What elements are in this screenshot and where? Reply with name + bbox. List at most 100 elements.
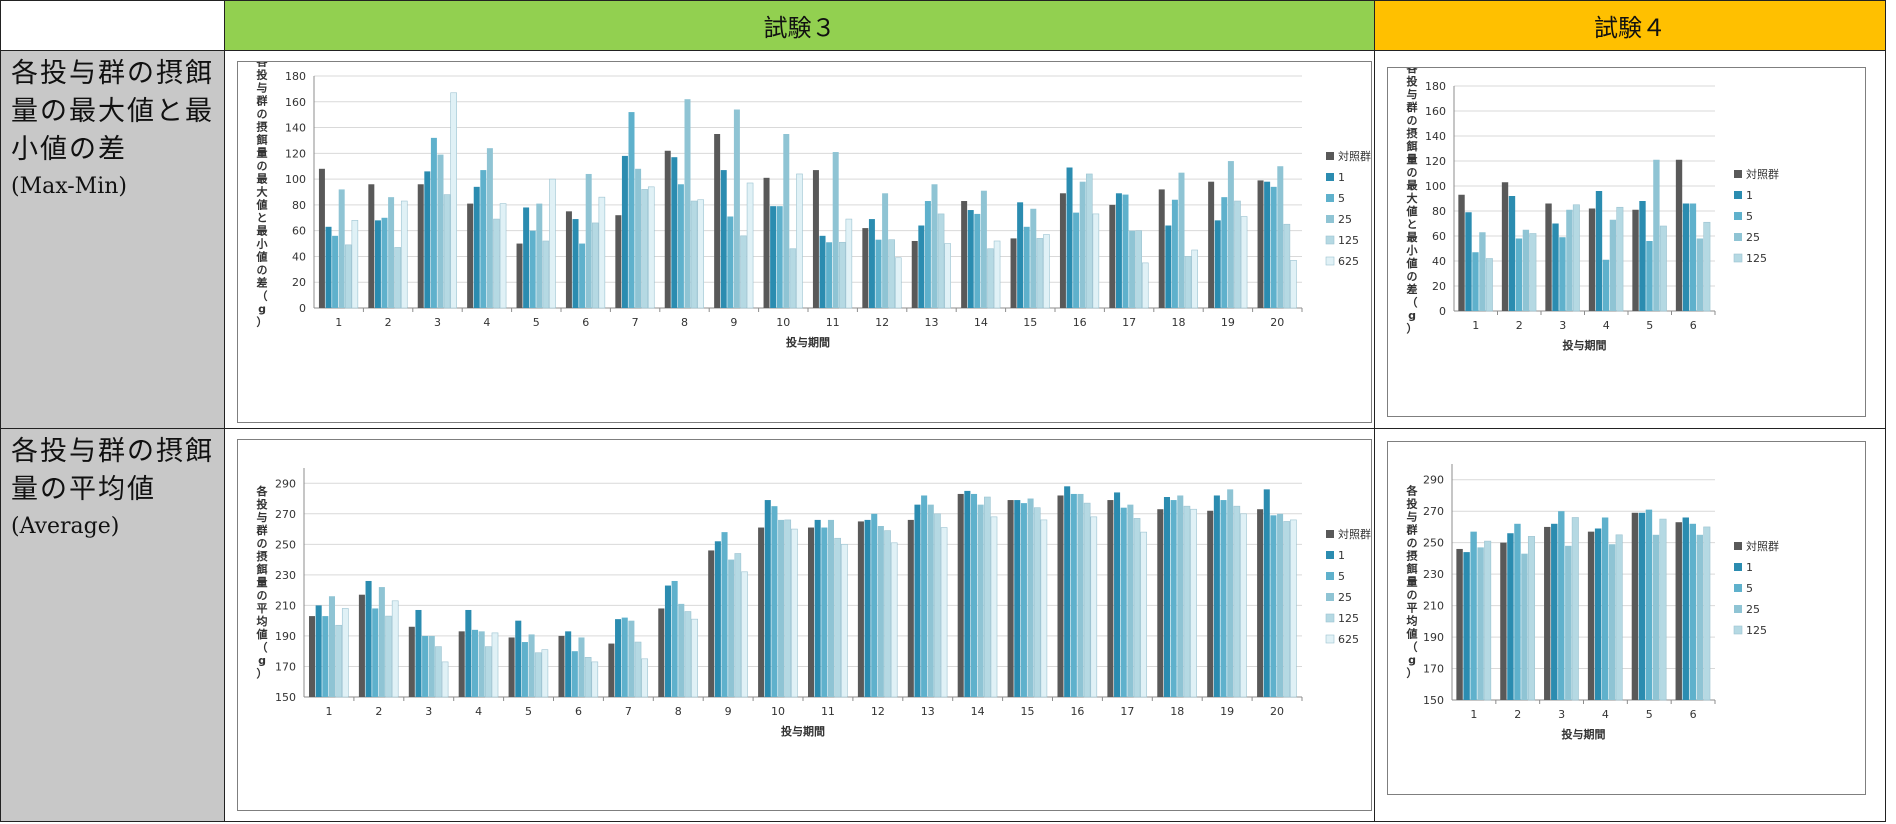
x-tick-label: 19 <box>1220 705 1234 718</box>
y-tick-label: 150 <box>1423 694 1444 707</box>
y-tick-label: 140 <box>1425 130 1446 143</box>
bar-series-4 <box>1485 258 1493 312</box>
bar-series-4 <box>884 530 891 698</box>
bar-series-1 <box>967 210 974 308</box>
bar-series-4 <box>1527 536 1535 701</box>
bar-series-1 <box>914 504 921 697</box>
x-tick-label: 12 <box>871 705 885 718</box>
bar-series-3 <box>1178 172 1185 308</box>
row-label-average-sub: (Average) <box>11 514 120 539</box>
bar-series-5 <box>1240 513 1247 698</box>
y-tick-label: 20 <box>1432 280 1446 293</box>
bar-series-0 <box>417 184 424 308</box>
bar-series-2 <box>480 170 487 308</box>
bar-series-1 <box>814 519 821 697</box>
bar-series-2 <box>1171 199 1178 308</box>
y-axis-title: 各投与群の摂餌量の平均値（ g） <box>256 484 269 680</box>
bar-series-4 <box>987 248 994 309</box>
bar-series-0 <box>408 626 415 697</box>
legend-label: 1 <box>1746 189 1753 202</box>
x-tick-label: 2 <box>1514 708 1521 721</box>
bar-series-5 <box>549 178 556 309</box>
bar-series-2 <box>322 616 329 697</box>
bar-series-1 <box>770 206 777 308</box>
t4-maxmin-cell: 0 20 40 60 80 100 120 140 160 180 1 2 3 4 5 6 投与期間 各投与群の摂… <box>1375 51 1886 429</box>
legend-swatch <box>1326 530 1334 538</box>
bar-series-0 <box>812 170 819 308</box>
bar-series-2 <box>332 235 339 308</box>
y-tick-label: 190 <box>275 630 296 643</box>
bar-series-5 <box>391 600 399 698</box>
y-tick-label: 140 <box>285 122 306 135</box>
t3-average-cell: 150 170 190 210 230 250 270 290 1 2 3 4 5 6 7 8 9 10 11 12 1… <box>225 429 1375 822</box>
legend-swatch <box>1325 613 1335 623</box>
bar-series-1 <box>1014 500 1021 697</box>
legend-swatch <box>1733 625 1743 635</box>
y-tick-label: 190 <box>1423 631 1444 644</box>
x-tick-label: 15 <box>1021 705 1035 718</box>
bar-series-5 <box>697 199 704 309</box>
legend-swatch <box>1326 152 1334 160</box>
bar-series-2 <box>1020 503 1027 697</box>
bar-series-2 <box>1073 212 1080 308</box>
bar-series-2 <box>372 608 379 697</box>
bar-series-1 <box>315 605 322 697</box>
bar-series-5 <box>940 527 948 698</box>
row-label-average: 各投与群の摂餌量の平均値 (Average) <box>1 429 225 822</box>
legend-label: 25 <box>1746 603 1760 616</box>
bar-series-5 <box>1190 508 1197 698</box>
bar-series-1 <box>615 619 622 697</box>
bar-series-1 <box>1682 517 1689 700</box>
bar-series-2 <box>1472 252 1479 311</box>
bar-series-3 <box>1653 159 1660 311</box>
t4-average-chart: 150 170 190 210 230 250 270 290 1 2 3 4 5 6 投与期間 各投与群の摂… <box>1406 464 1779 741</box>
bar-series-2 <box>1270 186 1277 308</box>
bar-series-5 <box>741 571 748 698</box>
y-tick-label: 230 <box>1423 568 1444 581</box>
x-tick-label: 4 <box>1602 708 1609 721</box>
legend-label: 対照群 <box>1746 539 1779 553</box>
bar-series-2 <box>1470 531 1477 700</box>
y-tick-label: 60 <box>1432 230 1446 243</box>
x-tick-label: 2 <box>385 316 392 329</box>
bar-series-4 <box>1529 233 1537 312</box>
bar-series-1 <box>1595 191 1603 311</box>
x-tick-label: 20 <box>1270 705 1284 718</box>
bar-series-1 <box>465 609 472 697</box>
bar-series-2 <box>921 495 928 697</box>
y-tick-label: 0 <box>1439 305 1446 318</box>
y-tick-label: 120 <box>1425 155 1446 168</box>
x-tick-label: 17 <box>1122 316 1136 329</box>
bar-series-0 <box>458 631 465 697</box>
bar-series-3 <box>783 134 790 308</box>
bar-series-4 <box>1036 238 1044 309</box>
legend-swatch <box>1325 235 1335 245</box>
legend-swatch <box>1734 563 1742 571</box>
bar-series-3 <box>832 152 839 308</box>
legend-swatch <box>1326 215 1334 223</box>
bar-series-1 <box>720 170 727 308</box>
bar-series-1 <box>764 500 771 697</box>
bar-series-1 <box>714 541 721 697</box>
bar-series-5 <box>598 196 606 309</box>
x-tick-label: 4 <box>475 705 482 718</box>
bar-series-3 <box>388 197 395 308</box>
bar-series-4 <box>542 240 550 309</box>
bar-series-4 <box>934 513 941 698</box>
y-tick-label: 290 <box>275 477 296 490</box>
x-tick-label: 6 <box>1690 708 1697 721</box>
bar-series-0 <box>807 527 815 697</box>
y-tick-label: 290 <box>1423 474 1444 487</box>
bar-series-4 <box>1233 505 1241 698</box>
x-tick-label: 3 <box>434 316 441 329</box>
bar-series-1 <box>1115 193 1122 308</box>
bar-series-5 <box>796 173 803 309</box>
legend-label: 対照群 <box>1746 167 1779 181</box>
bar-series-0 <box>862 228 869 308</box>
bar-series-2 <box>1601 517 1609 700</box>
y-tick-label: 60 <box>292 225 306 238</box>
bar-series-0 <box>1458 194 1465 311</box>
y-tick-label: 210 <box>275 599 296 612</box>
y-tick-label: 180 <box>1425 80 1446 93</box>
bar-series-1 <box>1066 167 1073 308</box>
